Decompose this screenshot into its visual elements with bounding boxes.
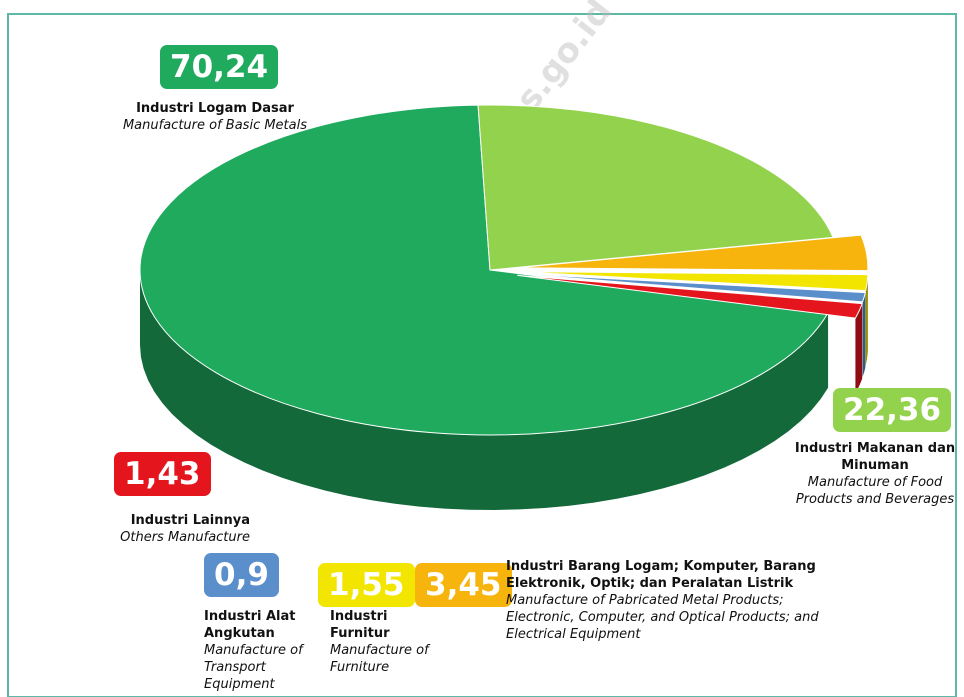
slice-side	[855, 303, 863, 394]
label-id: Industri Lainnya	[130, 513, 250, 528]
slice-side	[862, 292, 866, 377]
label-id: Industri Furnitur	[330, 609, 390, 641]
slice-label: Industri Lainnya Others Manufacture	[50, 512, 250, 546]
slice-label: Industri Logam Dasar Manufacture of Basic…	[110, 100, 320, 134]
pie-slice	[139, 104, 829, 436]
frame	[7, 13, 957, 697]
label-en: Manufacture of Transport Equipment	[204, 643, 303, 692]
label-id: Industri Makanan dan Minuman	[794, 441, 956, 473]
value-badge: 0,9	[204, 553, 279, 597]
label-en: Manufacture of Basic Metals	[122, 118, 308, 133]
slice-label: Industri Alat Angkutan Manufacture of Tra…	[204, 608, 328, 693]
label-en: Manufacture of Food Products and Beverag…	[795, 475, 955, 507]
slice-label: Industri Makanan dan Minuman Manufacture …	[790, 440, 960, 508]
label-en: Others Manufacture	[120, 530, 250, 545]
slice-label: Industri Barang Logam; Komputer, Barang …	[506, 558, 846, 643]
slice-label: Industri Furnitur Manufacture of Furnitur…	[330, 608, 435, 676]
value-badge: 1,43	[114, 452, 211, 496]
slice-side	[140, 270, 829, 510]
pie-slice	[477, 104, 834, 271]
value-badge: 3,45	[415, 563, 512, 607]
pie-slice	[517, 274, 863, 319]
label-id: Industri Barang Logam; Komputer, Barang …	[506, 559, 816, 591]
pie-slice	[517, 271, 869, 292]
pie-slice	[517, 234, 869, 272]
label-en: Manufacture of Furniture	[330, 643, 429, 675]
pie-slice	[517, 273, 867, 303]
value-badge: 1,55	[318, 563, 415, 607]
label-id: Industri Logam Dasar	[136, 101, 294, 116]
label-en: Manufacture of Pabricated Metal Products…	[506, 593, 819, 642]
value-badge: 70,24	[160, 45, 279, 89]
value-badge: 22,36	[833, 388, 952, 432]
slice-side	[865, 274, 868, 366]
label-id: Industri Alat Angkutan	[204, 609, 296, 641]
